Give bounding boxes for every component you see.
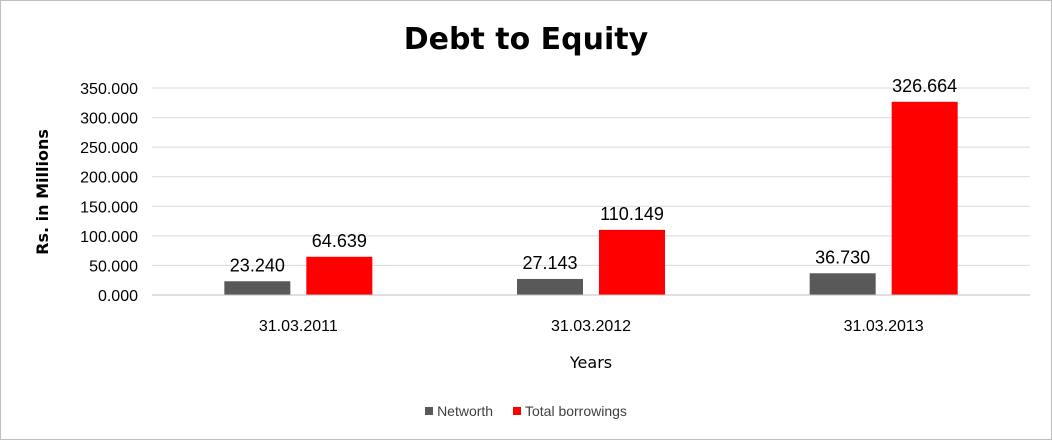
legend: Networth Total borrowings: [0, 402, 1052, 419]
data-labels: 23.240 64.639 27.143 110.149 36.730 326.664: [230, 76, 957, 275]
x-tick-label: 31.03.2012: [551, 318, 631, 335]
y-tick-label: 200.000: [80, 170, 138, 187]
data-label-networth: 27.143: [522, 253, 577, 273]
legend-entry-networth: Networth: [425, 403, 493, 419]
gridlines: [152, 87, 1030, 266]
bar-networth: [517, 278, 583, 295]
chart-title: Debt to Equity: [403, 22, 649, 57]
data-label-total-borrowings: 64.639: [312, 231, 367, 251]
y-tick-label: 150.000: [80, 199, 138, 216]
x-axis-title: Years: [569, 353, 612, 372]
bar-networth: [809, 273, 876, 295]
legend-swatch-networth: [425, 407, 434, 415]
legend-entry-total-borrowings: Total borrowings: [512, 403, 627, 419]
axes: 0.000 50.000 100.000 150.000 200.000 250.000 3…: [80, 81, 1030, 335]
y-tick-label: 350.000: [80, 81, 138, 98]
bar-total-borrowings: [891, 101, 958, 295]
y-axis-title: Rs. in Millions: [33, 129, 52, 255]
legend-label-networth: Networth: [437, 403, 494, 419]
bars: [224, 101, 958, 295]
x-tick-label: 31.03.2011: [259, 318, 338, 335]
bar-total-borrowings: [599, 229, 665, 295]
legend-label-total-borrowings: Total borrowings: [524, 403, 627, 419]
data-label-networth: 23.240: [230, 255, 285, 275]
bar-total-borrowings: [306, 256, 373, 295]
y-tick-label: 50.000: [89, 258, 138, 275]
data-label-networth: 36.730: [815, 247, 870, 267]
y-tick-label: 250.000: [80, 140, 138, 157]
y-tick-label: 300.000: [80, 111, 138, 128]
y-tick-label: 0.000: [98, 288, 138, 305]
data-label-total-borrowings: 110.149: [600, 204, 664, 224]
y-tick-label: 100.000: [80, 229, 138, 246]
legend-swatch-total-borrowings: [512, 407, 521, 415]
bar-networth: [224, 281, 291, 295]
x-tick-label: 31.03.2013: [844, 318, 924, 335]
data-label-total-borrowings: 326.664: [892, 76, 957, 96]
